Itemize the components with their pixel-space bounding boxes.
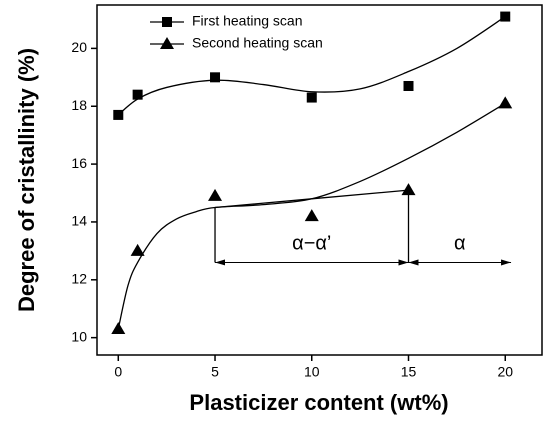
annotation-label: α−α’ [292, 233, 331, 255]
triangle-marker [130, 243, 145, 256]
triangle-marker [498, 96, 513, 109]
square-marker [162, 17, 172, 27]
square-marker [403, 80, 414, 91]
y-tick-label: 10 [71, 328, 87, 344]
square-marker [500, 11, 511, 22]
y-tick-label: 12 [71, 270, 87, 286]
square-marker [210, 72, 221, 83]
square-marker [306, 92, 317, 103]
annotation-label: α [454, 233, 466, 255]
x-tick-label: 5 [211, 364, 219, 380]
triangle-marker [160, 37, 174, 49]
triangle-marker [208, 188, 223, 201]
legend-label: Second heating scan [192, 35, 323, 51]
y-tick-label: 20 [71, 39, 87, 55]
x-tick-label: 15 [401, 364, 417, 380]
plot-frame [96, 4, 543, 356]
x-tick-label: 0 [114, 364, 122, 380]
triangle-marker [304, 209, 319, 222]
triangle-marker [111, 321, 126, 334]
triangle-marker [401, 183, 416, 196]
square-marker [132, 89, 143, 100]
square-marker [113, 109, 124, 120]
y-tick-label: 14 [71, 213, 87, 229]
y-tick-label: 18 [71, 97, 87, 113]
x-tick-label: 20 [497, 364, 513, 380]
fit-curve [214, 189, 409, 209]
x-tick-label: 10 [304, 364, 320, 380]
y-tick-label: 16 [71, 155, 87, 171]
y-axis-label: Degree of cristallinity (%) [14, 48, 39, 312]
fit-curve [117, 16, 506, 116]
legend-label: First heating scan [192, 13, 303, 29]
x-axis-label: Plasticizer content (wt%) [189, 390, 448, 415]
